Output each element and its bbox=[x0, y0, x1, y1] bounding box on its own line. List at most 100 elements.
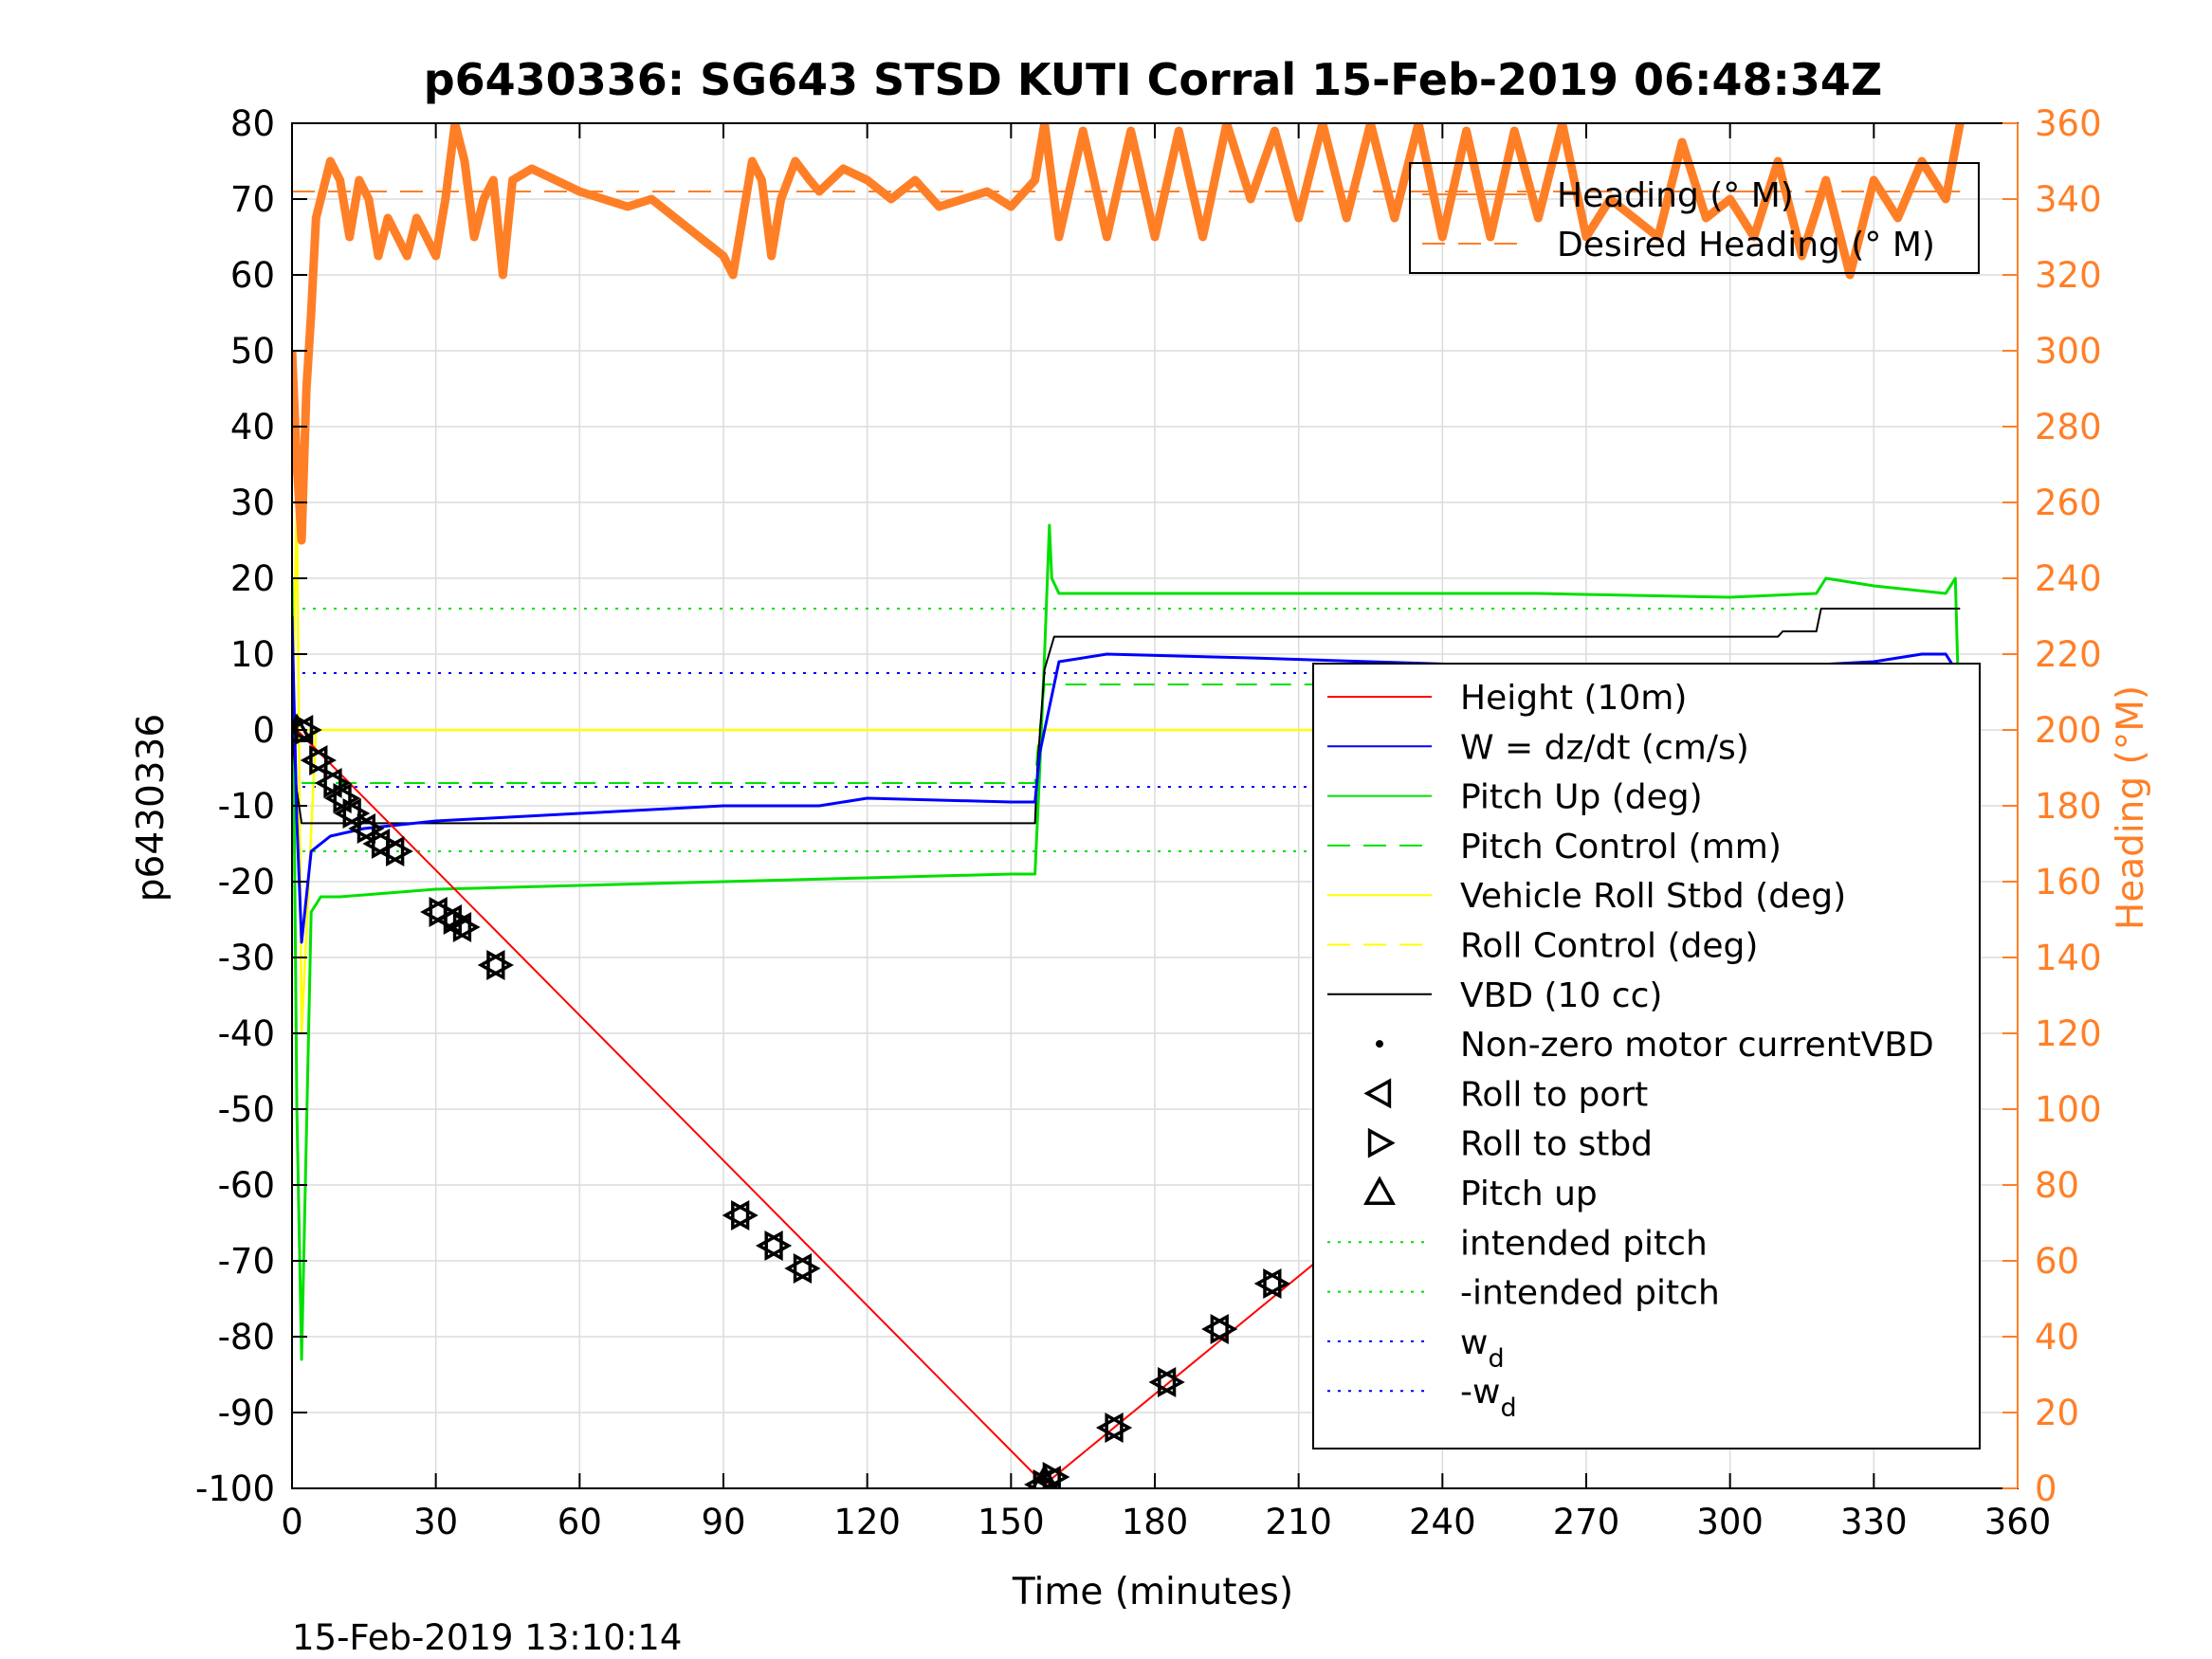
y-tick-label: -20 bbox=[218, 862, 275, 902]
legend-main-label-text: Pitch Control (mm) bbox=[1460, 828, 1782, 866]
legend-main-label-text: Pitch up bbox=[1460, 1175, 1598, 1213]
y-right-tick-label: 40 bbox=[2035, 1317, 2079, 1358]
legend-main: Height (10m) W = dz/dt (cm/s) Pitch Up (de… bbox=[1312, 663, 1981, 1449]
y-tick-label: -40 bbox=[218, 1013, 275, 1054]
y-tick-label: 10 bbox=[230, 634, 275, 675]
marker-roll-to-stbd bbox=[371, 829, 399, 859]
marker-roll-to-port bbox=[1253, 1268, 1282, 1299]
legend-main-label-text: Pitch Up (deg) bbox=[1460, 778, 1703, 817]
legend-main-label-text: Vehicle Roll Stbd (deg) bbox=[1460, 877, 1846, 916]
y-tick-label: -90 bbox=[218, 1393, 275, 1433]
x-tick-label: 30 bbox=[413, 1502, 458, 1542]
y-tick-label: 70 bbox=[230, 179, 275, 220]
x-tick-label: 60 bbox=[558, 1502, 602, 1542]
y-tick-label: 0 bbox=[252, 710, 275, 751]
marker-roll-to-stbd bbox=[429, 897, 457, 927]
marker-roll-to-port bbox=[323, 783, 352, 813]
marker-roll-to-port bbox=[314, 768, 342, 798]
x-tick-label: 180 bbox=[1122, 1502, 1189, 1542]
x-tick-label: 240 bbox=[1409, 1502, 1476, 1542]
marker-roll-to-port bbox=[300, 745, 328, 775]
x-tick-label: 120 bbox=[833, 1502, 901, 1542]
marker-roll-to-stbd bbox=[793, 1253, 821, 1284]
legend-main-swatch bbox=[1367, 1127, 1396, 1158]
legend-main-label-text: Roll to stbd bbox=[1460, 1125, 1653, 1164]
y-tick-label: 80 bbox=[230, 103, 275, 144]
legend-main-label: VBD (10 cc) bbox=[1460, 976, 1662, 1015]
legend-main-label-text: Roll Control (deg) bbox=[1460, 927, 1758, 966]
y-axis-right-label: Heading (°M) bbox=[2110, 685, 2152, 930]
chart-title: p6430336: SG643 STSD KUTI Corral 15-Feb-… bbox=[424, 54, 1883, 105]
timestamp: 15-Feb-2019 13:10:14 bbox=[292, 1617, 682, 1658]
y-tick-label: -80 bbox=[218, 1317, 275, 1358]
y-right-tick-label: 280 bbox=[2035, 407, 2102, 447]
y-right-tick-label: 100 bbox=[2035, 1089, 2102, 1130]
legend-main-label-text: Roll to port bbox=[1460, 1075, 1648, 1114]
legend-main-label-text: VBD (10 cc) bbox=[1460, 976, 1662, 1015]
x-tick-label: 270 bbox=[1553, 1502, 1620, 1542]
marker-roll-to-stbd bbox=[764, 1231, 793, 1261]
legend-main-label-text: intended pitch bbox=[1460, 1224, 1708, 1263]
y-right-tick-label: 220 bbox=[2035, 634, 2102, 675]
y-right-tick-label: 240 bbox=[2035, 558, 2102, 599]
marker-roll-to-port bbox=[1148, 1367, 1177, 1397]
marker-roll-to-port bbox=[755, 1231, 783, 1261]
y-axis-label: p6430336 bbox=[130, 714, 173, 902]
y-tick-label: 40 bbox=[230, 407, 275, 447]
legend-heading-label: Heading (° M) bbox=[1557, 176, 1794, 215]
legend-main-label: Roll to stbd bbox=[1460, 1125, 1653, 1164]
y-tick-label: 30 bbox=[230, 483, 275, 523]
legend-main-label-subscript: d bbox=[1488, 1344, 1504, 1374]
marker-roll-to-port bbox=[722, 1200, 750, 1231]
y-tick-label: -30 bbox=[218, 938, 275, 978]
y-right-tick-label: 260 bbox=[2035, 483, 2102, 523]
y-right-tick-label: 160 bbox=[2035, 862, 2102, 902]
marker-roll-to-stbd bbox=[731, 1200, 759, 1231]
legend-main-swatch bbox=[1376, 1040, 1383, 1048]
x-tick-label: 150 bbox=[978, 1502, 1045, 1542]
legend-heading-box bbox=[1409, 162, 1980, 274]
x-tick-label: 300 bbox=[1696, 1502, 1764, 1542]
marker-roll-to-stbd bbox=[1042, 1462, 1070, 1488]
legend-main-label: intended pitch bbox=[1460, 1224, 1708, 1263]
series-w-dz-dt-cm-s- bbox=[292, 615, 1962, 944]
marker-pitch-up bbox=[1031, 1464, 1058, 1488]
y-right-tick-label: 300 bbox=[2035, 331, 2102, 372]
marker-roll-to-port bbox=[348, 813, 375, 844]
y-right-tick-label: 60 bbox=[2035, 1241, 2079, 1282]
x-axis-label: Time (minutes) bbox=[1012, 1571, 1293, 1613]
y-tick-label: -100 bbox=[195, 1468, 275, 1509]
marker-roll-to-port bbox=[334, 798, 361, 829]
y-right-tick-label: 0 bbox=[2035, 1468, 2057, 1509]
marker-roll-to-stbd bbox=[452, 912, 481, 942]
x-tick-label: 0 bbox=[281, 1502, 303, 1542]
legend-main-label-text: Non-zero motor currentVBD bbox=[1460, 1026, 1934, 1065]
marker-roll-to-stbd bbox=[342, 798, 371, 829]
legend-main-label: -intended pitch bbox=[1460, 1274, 1720, 1313]
legend-main-label: Pitch up bbox=[1460, 1175, 1598, 1213]
legend-main-label-text: -w bbox=[1460, 1373, 1500, 1412]
y-right-tick-label: 340 bbox=[2035, 179, 2102, 220]
y-tick-label: -10 bbox=[218, 786, 275, 827]
y-right-tick-label: 120 bbox=[2035, 1013, 2102, 1054]
series-vbd-10-cc- bbox=[292, 608, 1961, 825]
y-right-tick-label: 320 bbox=[2035, 255, 2102, 296]
x-tick-label: 210 bbox=[1265, 1502, 1332, 1542]
y-right-tick-label: 360 bbox=[2035, 103, 2102, 144]
marker-pitch-up bbox=[292, 713, 314, 742]
marker-roll-to-stbd bbox=[1210, 1314, 1238, 1344]
legend-main-label: Roll Control (deg) bbox=[1460, 927, 1758, 966]
marker-roll-to-stbd bbox=[1158, 1367, 1185, 1397]
legend-main-label: W = dz/dt (cm/s) bbox=[1460, 728, 1749, 767]
x-tick-label: 330 bbox=[1840, 1502, 1908, 1542]
legend-main-box bbox=[1312, 663, 1981, 1449]
marker-roll-to-stbd bbox=[386, 836, 413, 866]
legend-main-label: Vehicle Roll Stbd (deg) bbox=[1460, 877, 1846, 916]
y-tick-label: 50 bbox=[230, 331, 275, 372]
y-tick-label: 20 bbox=[230, 558, 275, 599]
y-tick-label: -60 bbox=[218, 1165, 275, 1206]
legend-main-label: -wd bbox=[1460, 1373, 1517, 1423]
legend-main-label: Pitch Up (deg) bbox=[1460, 778, 1703, 817]
y-right-tick-label: 20 bbox=[2035, 1393, 2079, 1433]
